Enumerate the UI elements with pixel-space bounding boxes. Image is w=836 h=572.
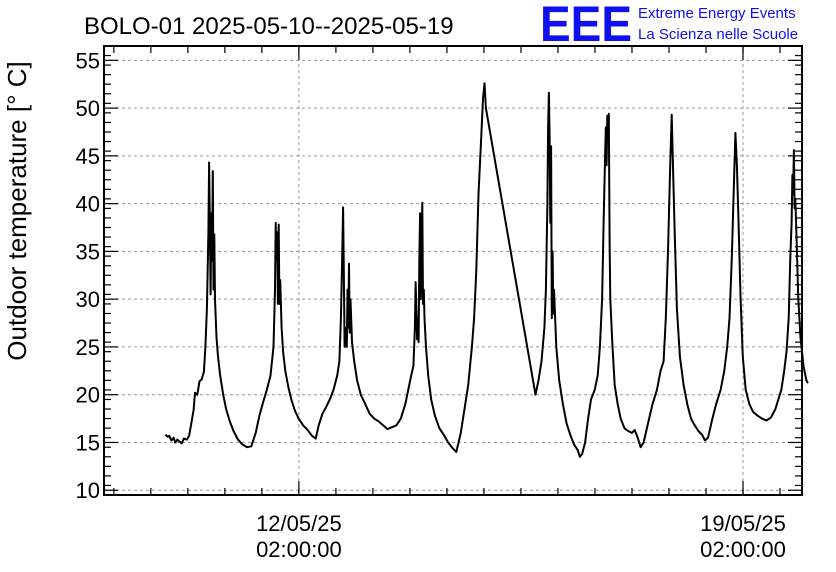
- y-tick-label: 10: [76, 478, 100, 503]
- y-tick-label: 30: [76, 287, 100, 312]
- x-tick-label-date: 12/05/25: [256, 511, 342, 536]
- y-tick-label: 45: [76, 144, 100, 169]
- x-tick-label-time: 02:00:00: [700, 537, 786, 562]
- chart-title: BOLO-01 2025-05-10--2025-05-19: [84, 13, 454, 40]
- y-tick-label: 55: [76, 48, 100, 73]
- eee-logo-line-2: La Scienza nelle Scuole: [638, 26, 798, 43]
- plot-frame: [103, 45, 803, 496]
- temperature-series-line: [164, 82, 809, 458]
- x-tick-label-time: 02:00:00: [256, 537, 342, 562]
- tick-labels: 1015202530354045505512/05/2502:00:0019/0…: [76, 48, 786, 562]
- y-tick-label: 15: [76, 430, 100, 455]
- x-tick-label-date: 19/05/25: [700, 511, 786, 536]
- eee-logo: EEE Extreme Energy Events La Scienza nel…: [540, 0, 798, 52]
- y-tick-label: 50: [76, 96, 100, 121]
- y-tick-label: 40: [76, 192, 100, 217]
- eee-logo-line-1: Extreme Energy Events: [638, 5, 796, 22]
- eee-logo-mark: EEE: [540, 0, 632, 52]
- y-tick-label: 25: [76, 335, 100, 360]
- grid: [104, 46, 802, 495]
- y-axis-label: Outdoor temperature [° C]: [2, 61, 32, 360]
- y-tick-label: 35: [76, 239, 100, 264]
- series-layer: [164, 82, 809, 458]
- y-tick-label: 20: [76, 383, 100, 408]
